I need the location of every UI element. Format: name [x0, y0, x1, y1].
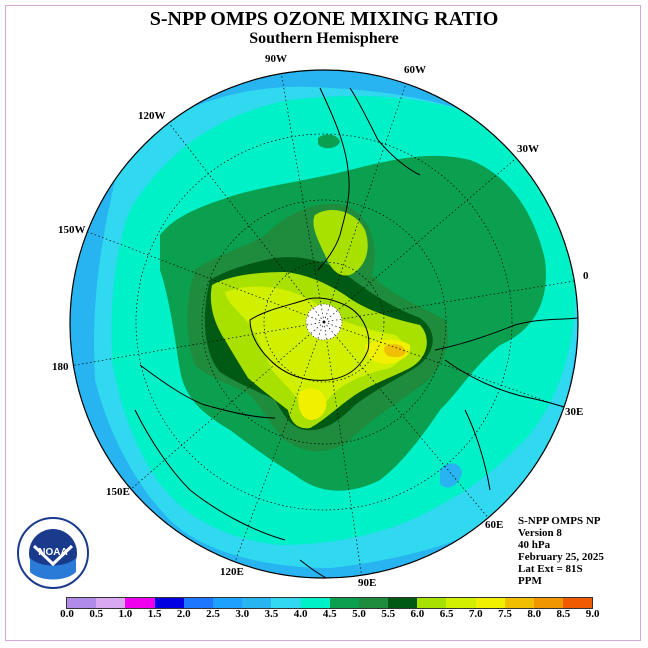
lon-label-150w: 150W: [58, 224, 86, 236]
map-border: [69, 69, 579, 579]
colorbar-swatch: [358, 598, 389, 608]
colorbar-tick-label: 5.5: [381, 608, 396, 620]
lon-label-60w: 60W: [404, 64, 426, 76]
colorbar-tick-label: 9.0: [585, 608, 600, 620]
colorbar-tick-label: 3.5: [264, 608, 279, 620]
colorbar-tick-label: 6.5: [439, 608, 454, 620]
colorbar-tick-label: 3.0: [235, 608, 250, 620]
info-pressure: 40 hPa: [518, 539, 551, 551]
info-panel: S-NPP OMPS NP Version 8 40 hPa February …: [518, 515, 604, 587]
info-version: Version 8: [518, 527, 562, 539]
lon-label-30w: 30W: [517, 143, 539, 155]
colorbar-tick-label: 4.5: [322, 608, 337, 620]
colorbar-swatch: [534, 598, 564, 608]
colorbar-tick-label: 1.5: [147, 608, 162, 620]
colorbar-swatch: [154, 598, 184, 608]
page-title: S-NPP OMPS OZONE MIXING RATIO: [149, 8, 499, 30]
colorbar-swatch: [388, 598, 418, 608]
figure-frame: [5, 5, 641, 641]
colorbar-swatch: [212, 598, 243, 608]
lon-label-0: 0: [583, 270, 589, 282]
colorbar-swatch: [417, 598, 447, 608]
colorbar-swatch: [504, 598, 534, 608]
contour-band-7-5: [384, 344, 406, 358]
colorbar: [66, 597, 594, 609]
coastlines: [134, 87, 578, 578]
lon-label-150e: 150E: [106, 486, 130, 498]
colorbar-swatch: [242, 598, 272, 608]
colorbar-tick-label: 8.0: [527, 608, 542, 620]
page-subtitle: Southern Hemisphere: [249, 30, 399, 47]
lon-label-180: 180: [52, 361, 69, 373]
colorbar-swatch: [446, 598, 476, 608]
colorbar-swatch: [300, 598, 330, 608]
colorbar-swatch: [271, 598, 301, 608]
colorbar-ticks: 0.0 0.5 1.0 1.5 2.0 2.5 3.0 3.5 4.0 4.5 5.0 5.5 6.0 6…: [52, 608, 612, 622]
colorbar-swatch: [475, 598, 505, 608]
lon-label-60e: 60E: [485, 519, 503, 531]
colorbar-swatch: [67, 598, 97, 608]
colorbar-tick-label: 8.5: [556, 608, 571, 620]
colorbar-swatch: [329, 598, 359, 608]
lon-label-30e: 30E: [565, 406, 583, 418]
contour-patch-east: [440, 463, 462, 488]
colorbar-tick-label: 0.5: [89, 608, 104, 620]
info-units: PPM: [518, 575, 542, 587]
noaa-logo: NOAA: [17, 517, 89, 589]
colorbar-tick-label: 4.0: [293, 608, 308, 620]
info-lat-ext: Lat Ext = 81S: [518, 563, 583, 575]
graticule: [70, 70, 578, 578]
noaa-logo-text: NOAA: [38, 547, 67, 558]
colorbar-tick-label: 6.0: [410, 608, 425, 620]
colorbar-swatch: [125, 598, 155, 608]
lon-label-90e: 90E: [358, 577, 376, 589]
colorbar-tick-label: 7.0: [468, 608, 483, 620]
contour-band-6-5: [225, 286, 405, 419]
colorbar-tick-label: 7.5: [498, 608, 512, 620]
lon-label-120w: 120W: [138, 110, 166, 122]
colorbar-swatch: [563, 598, 593, 608]
info-date: February 25, 2025: [518, 551, 604, 563]
colorbar-tick-label: 2.5: [206, 608, 220, 620]
contour-band-7-0: [298, 388, 327, 420]
colorbar-swatch: [96, 598, 126, 608]
colorbar-tick-label: 0.0: [60, 608, 74, 620]
colorbar-swatch: [183, 598, 213, 608]
info-instrument: S-NPP OMPS NP: [518, 515, 601, 527]
colorbar-tick-label: 2.0: [176, 608, 191, 620]
colorbar-tick-label: 5.0: [352, 608, 366, 620]
colorbar-tick-label: 1.0: [118, 608, 133, 620]
lon-label-120e: 120E: [220, 566, 244, 578]
contour-band-sa-green: [318, 134, 340, 149]
lon-label-90w: 90W: [265, 53, 287, 65]
